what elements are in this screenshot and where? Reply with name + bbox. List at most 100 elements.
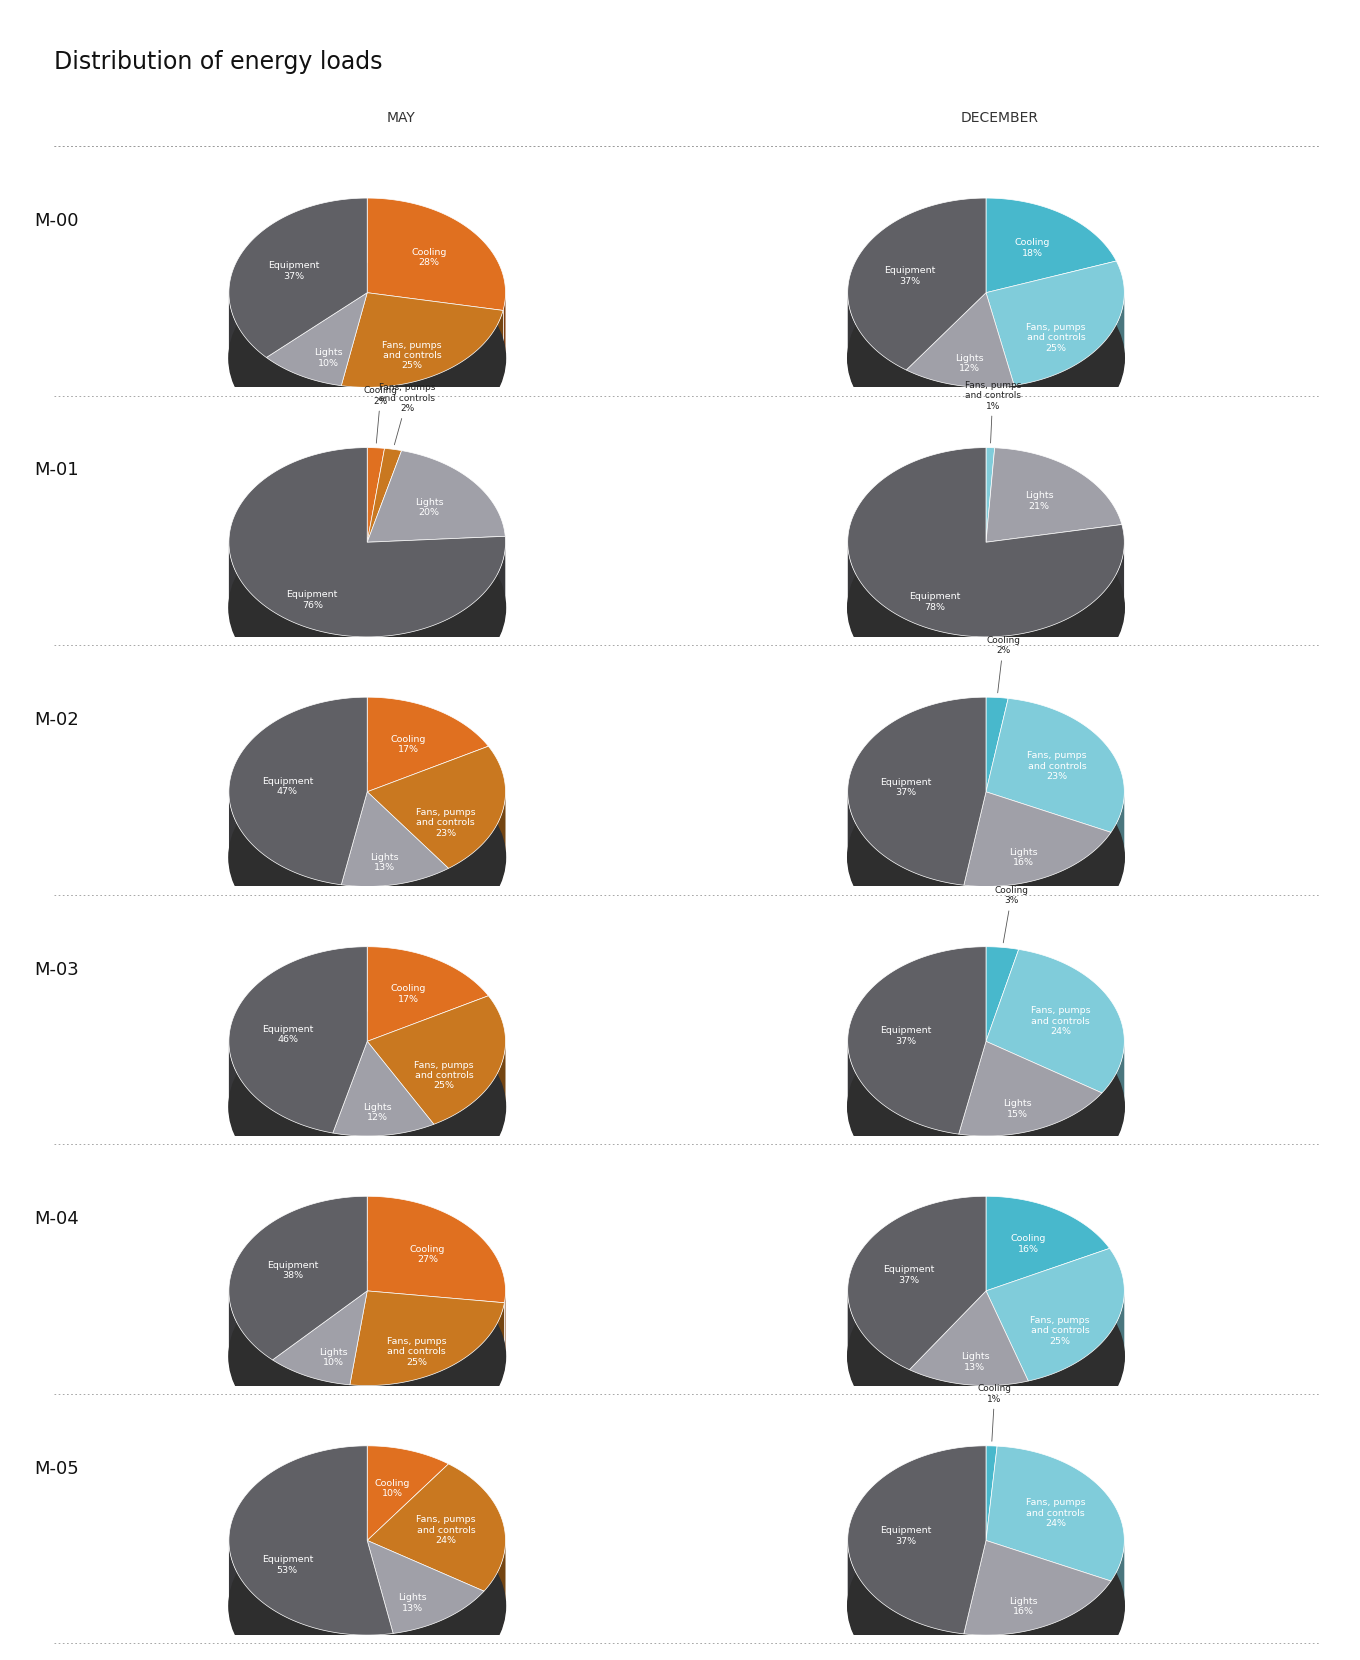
Text: Fans, pumps
and controls
2%: Fans, pumps and controls 2% <box>379 383 435 445</box>
Text: Equipment
76%: Equipment 76% <box>287 591 339 609</box>
Polygon shape <box>847 946 986 1134</box>
Polygon shape <box>228 448 506 637</box>
Text: M-00: M-00 <box>34 212 79 231</box>
Text: Lights
15%: Lights 15% <box>1002 1099 1031 1119</box>
Polygon shape <box>986 950 1125 1092</box>
Text: M-04: M-04 <box>34 1210 79 1228</box>
Text: Equipment
46%: Equipment 46% <box>262 1024 313 1044</box>
Text: DECEMBER: DECEMBER <box>960 111 1039 124</box>
Polygon shape <box>367 946 488 1041</box>
Polygon shape <box>341 292 503 387</box>
Text: Cooling
3%: Cooling 3% <box>994 886 1028 943</box>
Polygon shape <box>847 295 906 435</box>
Polygon shape <box>910 1370 1028 1451</box>
Polygon shape <box>503 294 506 375</box>
Polygon shape <box>367 448 385 543</box>
Ellipse shape <box>847 1262 1125 1451</box>
Polygon shape <box>1102 1044 1125 1159</box>
Polygon shape <box>367 450 506 543</box>
Text: Equipment
38%: Equipment 38% <box>267 1262 318 1280</box>
Polygon shape <box>1028 1291 1125 1446</box>
Ellipse shape <box>228 1511 506 1660</box>
Polygon shape <box>228 294 267 423</box>
Polygon shape <box>341 792 449 886</box>
Polygon shape <box>1111 793 1125 898</box>
Polygon shape <box>228 697 367 885</box>
Text: Lights
16%: Lights 16% <box>1009 1597 1038 1615</box>
Ellipse shape <box>228 513 506 702</box>
Polygon shape <box>367 747 506 868</box>
Text: Cooling
2%: Cooling 2% <box>986 636 1020 692</box>
Polygon shape <box>986 198 1117 292</box>
Polygon shape <box>986 1446 997 1540</box>
Polygon shape <box>964 792 1111 886</box>
Polygon shape <box>964 832 1111 951</box>
Polygon shape <box>847 793 964 951</box>
Polygon shape <box>484 1542 506 1657</box>
Text: Lights
16%: Lights 16% <box>1009 848 1038 867</box>
Text: Cooling
17%: Cooling 17% <box>390 984 426 1004</box>
Polygon shape <box>367 198 506 310</box>
Text: Equipment
47%: Equipment 47% <box>261 777 313 797</box>
Polygon shape <box>228 1041 333 1199</box>
Polygon shape <box>847 198 986 370</box>
Text: Fans, pumps
and controls
23%: Fans, pumps and controls 23% <box>1027 752 1087 782</box>
Polygon shape <box>986 448 994 543</box>
Polygon shape <box>847 1291 910 1436</box>
Polygon shape <box>367 1464 506 1592</box>
Text: Fans, pumps
and controls
1%: Fans, pumps and controls 1% <box>964 380 1021 443</box>
Text: Fans, pumps
and controls
25%: Fans, pumps and controls 25% <box>415 1061 475 1091</box>
Polygon shape <box>367 697 488 792</box>
Polygon shape <box>393 1592 484 1660</box>
Text: Equipment
53%: Equipment 53% <box>261 1555 313 1575</box>
Text: Distribution of energy loads: Distribution of energy loads <box>54 50 384 73</box>
Text: Fans, pumps
and controls
25%: Fans, pumps and controls 25% <box>1025 324 1085 354</box>
Text: Equipment
37%: Equipment 37% <box>268 261 320 281</box>
Polygon shape <box>228 543 506 702</box>
Polygon shape <box>350 1303 505 1451</box>
Polygon shape <box>986 261 1125 385</box>
Polygon shape <box>228 946 367 1134</box>
Polygon shape <box>906 292 1015 387</box>
Ellipse shape <box>228 1262 506 1451</box>
Text: Fans, pumps
and controls
25%: Fans, pumps and controls 25% <box>382 340 442 370</box>
Polygon shape <box>847 546 1125 702</box>
Polygon shape <box>367 1540 484 1633</box>
Polygon shape <box>910 1291 1028 1386</box>
Text: Cooling
27%: Cooling 27% <box>409 1245 445 1265</box>
Text: Equipment
37%: Equipment 37% <box>880 1526 932 1545</box>
Text: Lights
12%: Lights 12% <box>363 1102 392 1122</box>
Polygon shape <box>959 1041 1102 1135</box>
Ellipse shape <box>847 513 1125 702</box>
Polygon shape <box>333 1124 434 1202</box>
Polygon shape <box>986 699 1125 832</box>
Text: Cooling
17%: Cooling 17% <box>390 735 426 754</box>
Polygon shape <box>367 1446 449 1540</box>
Text: Cooling
2%: Cooling 2% <box>363 387 397 443</box>
Text: M-03: M-03 <box>34 961 79 979</box>
Text: MAY: MAY <box>386 111 416 124</box>
Text: M-05: M-05 <box>34 1459 79 1477</box>
Text: Lights
20%: Lights 20% <box>415 498 443 516</box>
Polygon shape <box>228 198 367 357</box>
Ellipse shape <box>228 1013 506 1202</box>
Ellipse shape <box>847 1511 1125 1660</box>
Text: Lights
10%: Lights 10% <box>318 1348 347 1368</box>
Text: Fans, pumps
and controls
24%: Fans, pumps and controls 24% <box>1025 1497 1085 1527</box>
Text: Cooling
10%: Cooling 10% <box>374 1479 409 1497</box>
Polygon shape <box>228 795 341 950</box>
Polygon shape <box>272 1360 350 1451</box>
Text: Lights
13%: Lights 13% <box>398 1594 427 1614</box>
Polygon shape <box>847 1542 964 1660</box>
Polygon shape <box>434 1042 506 1190</box>
Polygon shape <box>341 310 503 453</box>
Polygon shape <box>1111 1540 1125 1647</box>
Polygon shape <box>228 1446 393 1635</box>
Text: Fans, pumps
and controls
24%: Fans, pumps and controls 24% <box>1031 1006 1091 1036</box>
Ellipse shape <box>847 264 1125 453</box>
Polygon shape <box>964 1580 1111 1660</box>
Polygon shape <box>333 1041 434 1135</box>
Text: Equipment
37%: Equipment 37% <box>884 266 936 286</box>
Ellipse shape <box>228 762 506 951</box>
Text: M-01: M-01 <box>34 461 79 480</box>
